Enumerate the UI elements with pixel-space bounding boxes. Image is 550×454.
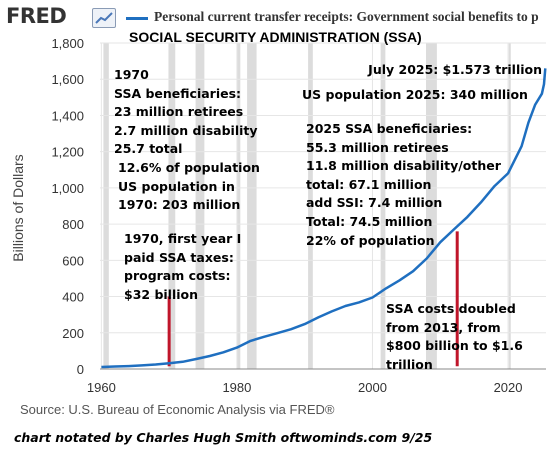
recession-band bbox=[236, 43, 241, 369]
source-note[interactable]: Source: U.S. Bureau of Economic Analysis… bbox=[20, 402, 335, 417]
legend-label: Personal current transfer receipts: Gove… bbox=[154, 9, 539, 24]
recession-band bbox=[168, 43, 176, 369]
recession-band bbox=[247, 43, 257, 369]
series-lines bbox=[101, 68, 547, 369]
x-tick-label: 1980 bbox=[222, 380, 251, 395]
y-tick-label: 1,400 bbox=[51, 108, 84, 123]
annotation-1970-population: 12.6% of population US population in 197… bbox=[118, 160, 260, 213]
chart-gridlines bbox=[100, 42, 546, 370]
line-chart-icon-glyph bbox=[95, 12, 113, 24]
annotation-2025-beneficiaries: 2025 SSA beneficiaries: 55.3 million ret… bbox=[306, 121, 501, 248]
recession-band bbox=[426, 43, 437, 369]
x-axis-ticks: 1960 1980 2000 2020 bbox=[87, 380, 523, 395]
recession-band bbox=[380, 43, 386, 369]
x-tick-label: 2020 bbox=[494, 380, 523, 395]
y-tick-label: 1,600 bbox=[51, 72, 84, 87]
author-credit: chart notated by Charles Hugh Smith oftw… bbox=[14, 430, 433, 445]
recession-shading bbox=[103, 43, 511, 369]
y-tick-label: 800 bbox=[62, 217, 84, 232]
y-tick-label: 1,200 bbox=[51, 145, 84, 160]
recession-band bbox=[103, 43, 109, 369]
annotation-1970-taxes: 1970, first year I paid SSA taxes: progr… bbox=[124, 231, 242, 302]
legend-swatch bbox=[126, 17, 148, 20]
y-tick-label: 600 bbox=[62, 253, 84, 268]
recession-band bbox=[308, 43, 313, 369]
series-line bbox=[101, 68, 547, 369]
y-axis-label: Billions of Dollars bbox=[10, 154, 26, 262]
y-tick-label: 200 bbox=[62, 326, 84, 341]
annotation-population-2025: US population 2025: 340 million bbox=[302, 87, 528, 102]
recession-band bbox=[508, 43, 511, 369]
x-tick-label: 1960 bbox=[87, 380, 116, 395]
y-tick-label: 0 bbox=[77, 362, 84, 377]
annotation-1970-beneficiaries: 1970 SSA beneficiaries: 23 million retir… bbox=[114, 67, 258, 157]
annotation-markers bbox=[167, 231, 459, 367]
x-tick-label: 2000 bbox=[358, 380, 387, 395]
y-tick-label: 400 bbox=[62, 290, 84, 305]
y-tick-label: 1,000 bbox=[51, 181, 84, 196]
annotation-july-2025: July 2025: $1.573 trillion bbox=[368, 62, 542, 77]
recession-band bbox=[195, 43, 205, 369]
line-chart-icon bbox=[92, 8, 116, 28]
fred-logo[interactable]: FRED bbox=[6, 4, 67, 28]
y-axis-ticks: 0 200 400 600 800 1,000 1,200 1,400 1,600 1,800 bbox=[51, 36, 84, 377]
chart-subtitle: SOCIAL SECURITY ADMINISTRATION (SSA) bbox=[129, 29, 422, 45]
y-tick-label: 1,800 bbox=[51, 36, 84, 51]
annotation-costs-doubled: SSA costs doubled from 2013, from $800 b… bbox=[386, 301, 523, 372]
